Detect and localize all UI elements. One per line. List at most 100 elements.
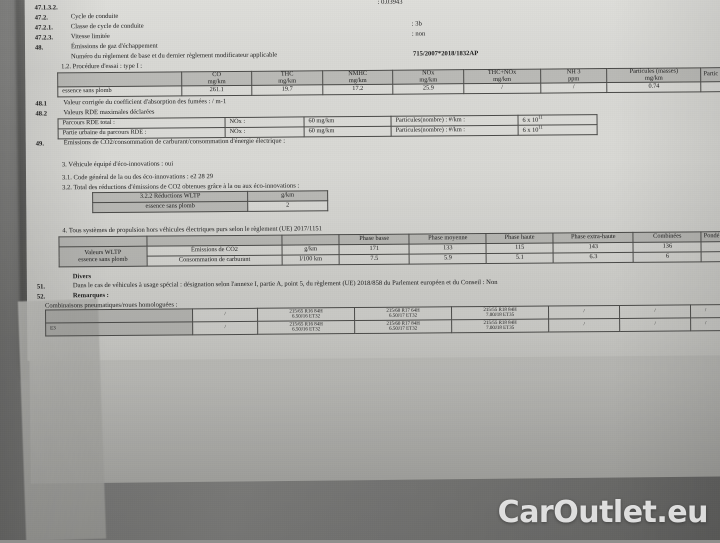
tyre-row0-c2: 215/60 R17 64H 6.50J17 ET32 — [354, 306, 452, 321]
header-thc-nox-unit: mg/km — [493, 75, 512, 83]
rde-row1-pn-value: 6 x 1011 — [518, 124, 598, 136]
eco-row-label: essence sans plomb — [92, 201, 248, 213]
line-number-49: 49. — [35, 140, 44, 148]
line-number-47-2-1: 47.2.1. — [34, 24, 53, 32]
rde-row0-nox-label: NOx : — [225, 116, 305, 128]
wltp-row0-haute: 115 — [486, 242, 554, 254]
eco-line-3: 3. Véhicule équipé d'éco-innovations : o… — [61, 160, 174, 169]
tyre-row1-c4: / — [548, 318, 620, 333]
wltp-header-blank-a — [58, 236, 147, 247]
tyre-row0-axle — [45, 308, 193, 323]
cell-co: 261.1 — [181, 85, 253, 97]
cell-nh3: / — [540, 82, 607, 94]
cell-nox: 25.9 — [393, 83, 464, 95]
line-number-47-2: 47.2. — [34, 14, 48, 22]
cell-pn — [701, 81, 720, 93]
tyre-row1-axle: E3 — [45, 321, 193, 336]
wltp-row0-moyenne: 133 — [409, 243, 487, 255]
line-label-47-2: Cycle de conduite — [70, 12, 119, 21]
wltp-header-combinees: Combinées — [633, 231, 702, 243]
wltp-header-blank-c — [282, 234, 340, 246]
rde-row0-pn-value: 6 x 1011 — [517, 114, 598, 126]
eco-line-3-1: 3.1. Code général de la ou des éco-innov… — [61, 173, 214, 182]
header-co-unit: mg/km — [207, 77, 226, 85]
wltp-header-ponderee: Pondé — [701, 231, 720, 242]
line-label-48: Émissions de gaz d'échappement — [70, 42, 158, 51]
line-number-47-2-3: 47.2.3. — [34, 34, 54, 42]
line-number-48-2: 48.2 — [35, 110, 48, 118]
line-value-47-2-1: : 3b — [411, 20, 422, 28]
line-number-52: 52. — [36, 293, 46, 301]
wltp-header-phase-moyenne: Phase moyenne — [409, 233, 487, 245]
wltp-row0-extra-haute: 143 — [553, 242, 634, 253]
header-particules-masses: Particules (masses) mg/km — [606, 67, 702, 83]
eco-row-value: 2 — [247, 200, 328, 212]
header-pm-unit: mg/km — [644, 74, 663, 82]
header-nmhc: NMHC mg/km — [322, 70, 394, 86]
header-pn-name: Partic — [703, 70, 719, 78]
wltp-row1-haute: 5.1 — [486, 252, 554, 264]
header-co: CO mg/km — [181, 71, 252, 87]
type1-emissions-table: CO mg/km THC mg/km NMHC mg/km NOx mg/km … — [57, 67, 720, 98]
tyre-row0-c3: 215/55 R18 84H 7.00J18 ET35 — [451, 306, 549, 320]
header-particules-truncated: Partic — [700, 67, 720, 83]
wltp-row1-unit: l/100 km — [282, 254, 340, 266]
line-label-48-regulation: Numéro du règlement de base et du dernie… — [70, 51, 278, 61]
tyre-row1-c5: / — [619, 317, 691, 332]
header-thc-nox: THC+NOx mg/km — [463, 69, 541, 84]
value-47-1-3-2: : 0.03943 — [377, 0, 403, 6]
line-label-47-2-1: Classe de cycle de conduite — [70, 22, 144, 31]
line-number-51: 51. — [36, 283, 46, 291]
wltp-row0-basse: 171 — [339, 244, 410, 255]
line-label-48-2: Valeurs RDE maximales déclarées — [63, 108, 155, 117]
tyre-row1-c6: / — [690, 317, 720, 331]
wltp-row1-moyenne: 5.9 — [409, 253, 487, 265]
line-number-48: 48. — [34, 44, 44, 52]
line-value-48-regulation: 715/2007*2018/1832AP — [412, 50, 479, 58]
divers-title: Divers — [72, 273, 92, 281]
header-thc-unit: mg/km — [278, 77, 297, 85]
wltp-row1-label: Consommation de carburant — [146, 255, 283, 267]
cell-nmhc: 17.2 — [322, 84, 394, 96]
wltp-row-header-sub: essence sans plomb — [78, 255, 128, 263]
cell-thc-nox: / — [463, 83, 541, 94]
table-row: essence sans plomb 2 — [92, 200, 328, 213]
wltp-values-table: Phase basse Phase moyenne Phase haute Ph… — [58, 231, 720, 268]
rde-row1-pn-label: Particules(nombre) : #/km : — [391, 125, 519, 137]
line-number-48-1: 48.1 — [35, 100, 47, 108]
header-nox-unit: mg/km — [419, 75, 438, 84]
wltp-header-phase-haute: Phase haute — [486, 232, 554, 244]
wltp-header-phase-extra-haute: Phase extra-haute — [553, 232, 634, 243]
cell-pm: 0.74 — [606, 82, 702, 93]
header-nox: NOx mg/km — [392, 69, 464, 85]
tyre-combinations-table: / 215/65 R16 84H 6.50J16 ET32 215/60 R17… — [45, 304, 720, 337]
line-number-47-1-3-2: 47.1.3.2. — [34, 4, 58, 12]
tyre-row0-c5: / — [619, 304, 691, 319]
rde-row1-pn-base: 6 x 10 — [522, 126, 539, 134]
wltp-row0-combinees: 136 — [633, 241, 702, 253]
wltp-row0-ponderee — [701, 241, 720, 252]
tyre-row0-c6: / — [690, 304, 720, 318]
header-nh3-unit: ppm — [568, 74, 580, 82]
rde-row1-nox-label: NOx : — [225, 126, 305, 138]
header-nh3: NH 3 ppm — [540, 68, 607, 84]
rde-row0-pn-exponent: 11 — [538, 114, 543, 120]
line-value-47-2-3: : non — [411, 30, 426, 38]
line-label-51: Dans le cas de véhicules à usage spécial… — [72, 278, 498, 290]
rde-row0-nox-value: 60 mg/km — [304, 116, 392, 127]
eco-reductions-table: 3.2.2 Réductions WLTP g/km essence sans … — [92, 190, 329, 214]
wltp-row0-unit: g/km — [282, 244, 340, 256]
eco-header-unit: g/km — [247, 190, 328, 202]
rde-row1-label: Partie urbaine du parcours RDE : — [58, 127, 226, 139]
rde-row1-nox-value: 60 mg/km — [304, 126, 392, 137]
rde-row1-pn-exponent: 11 — [538, 124, 543, 130]
rde-values-table: Parcours RDE total : NOx : 60 mg/km Part… — [57, 114, 598, 140]
line-label-49: Émissions de CO2/consommation de carbura… — [63, 137, 286, 147]
tyre-row0-c1: 215/65 R16 84H 6.50J16 ET32 — [257, 307, 355, 322]
test-procedure-caption: 1.2. Procédure d'essai : type I : — [61, 62, 143, 71]
tyre-row1-c3: 215/55 R18 84H 7.00J18 ET35 — [451, 319, 549, 333]
site-watermark: CarOutlet.eu — [497, 495, 709, 530]
wltp-row-header: Valeurs WLTP essence sans plomb — [59, 246, 147, 267]
tyre-row0-c4: / — [548, 305, 620, 320]
line-label-52: Remarques : — [72, 291, 109, 300]
